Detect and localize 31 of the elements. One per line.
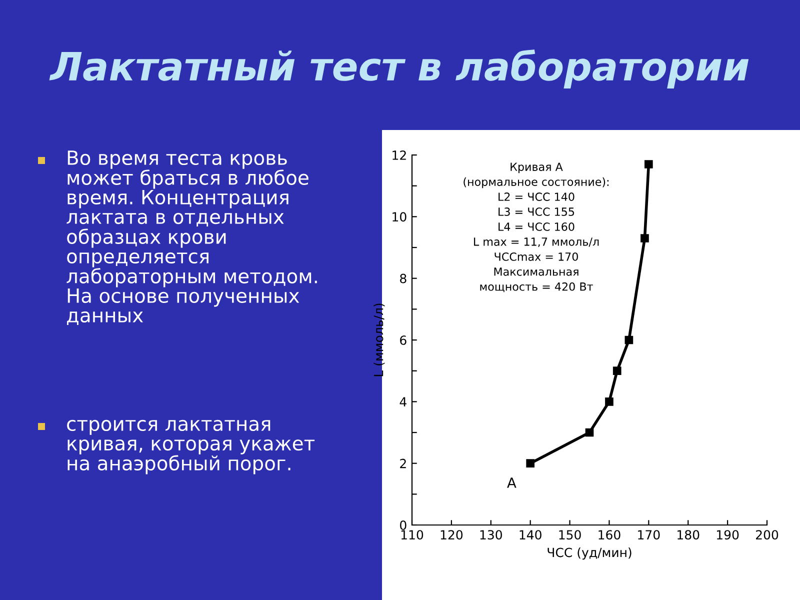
point: [526, 459, 534, 468]
y-axis-title: L (ммоль/л): [374, 304, 385, 376]
annotation: A: [507, 478, 516, 488]
y-tick-label: 8: [400, 274, 406, 284]
x-tick-label: 150: [559, 530, 581, 540]
x-tick-label: 170: [638, 530, 660, 540]
x-tick-label: 190: [717, 530, 739, 540]
point: [605, 398, 614, 406]
text: строится лактатная кривая, которая укажет на анаэробный порог.: [67, 420, 315, 474]
x-tick-label: 140: [520, 530, 542, 540]
x-tick-label: 120: [440, 530, 463, 540]
point: [644, 160, 653, 168]
point: [585, 428, 594, 437]
x-tick-label: 160: [598, 530, 620, 540]
y-tick-label: 0: [400, 520, 406, 530]
x-tick-label: 200: [756, 530, 778, 540]
point: [612, 366, 622, 375]
x-axis-title: ЧСС (уд/мин): [548, 548, 632, 560]
point: [624, 336, 634, 344]
y-tick-label: 12: [392, 150, 406, 160]
chart-title: Лактатный тест в лаборатории: [49, 50, 749, 88]
x-tick-label: 130: [480, 530, 502, 540]
text: Во время теста кровь может браться в любое время. Концентрация лактата в отдельных образцах крови определяется лабораторным методом. На основе полученных данных: [66, 150, 317, 325]
y-tick-label: 6: [400, 335, 406, 345]
x-tick-label: 180: [678, 530, 700, 540]
y-tick-label: 2: [400, 458, 406, 468]
point: [640, 234, 649, 242]
text: Кривая A (нормальное состояние): L2 = ЧСС 140 L3 = ЧСС 155 L4 = ЧСС 160 L max = 11,7 ммоль/л ЧССmax = 170 Максимальная мощность = 420 Вт: [464, 162, 608, 292]
y-tick-label: 10: [392, 212, 406, 222]
y-tick-label: 4: [400, 397, 406, 406]
x-tick-label: 110: [401, 530, 424, 540]
